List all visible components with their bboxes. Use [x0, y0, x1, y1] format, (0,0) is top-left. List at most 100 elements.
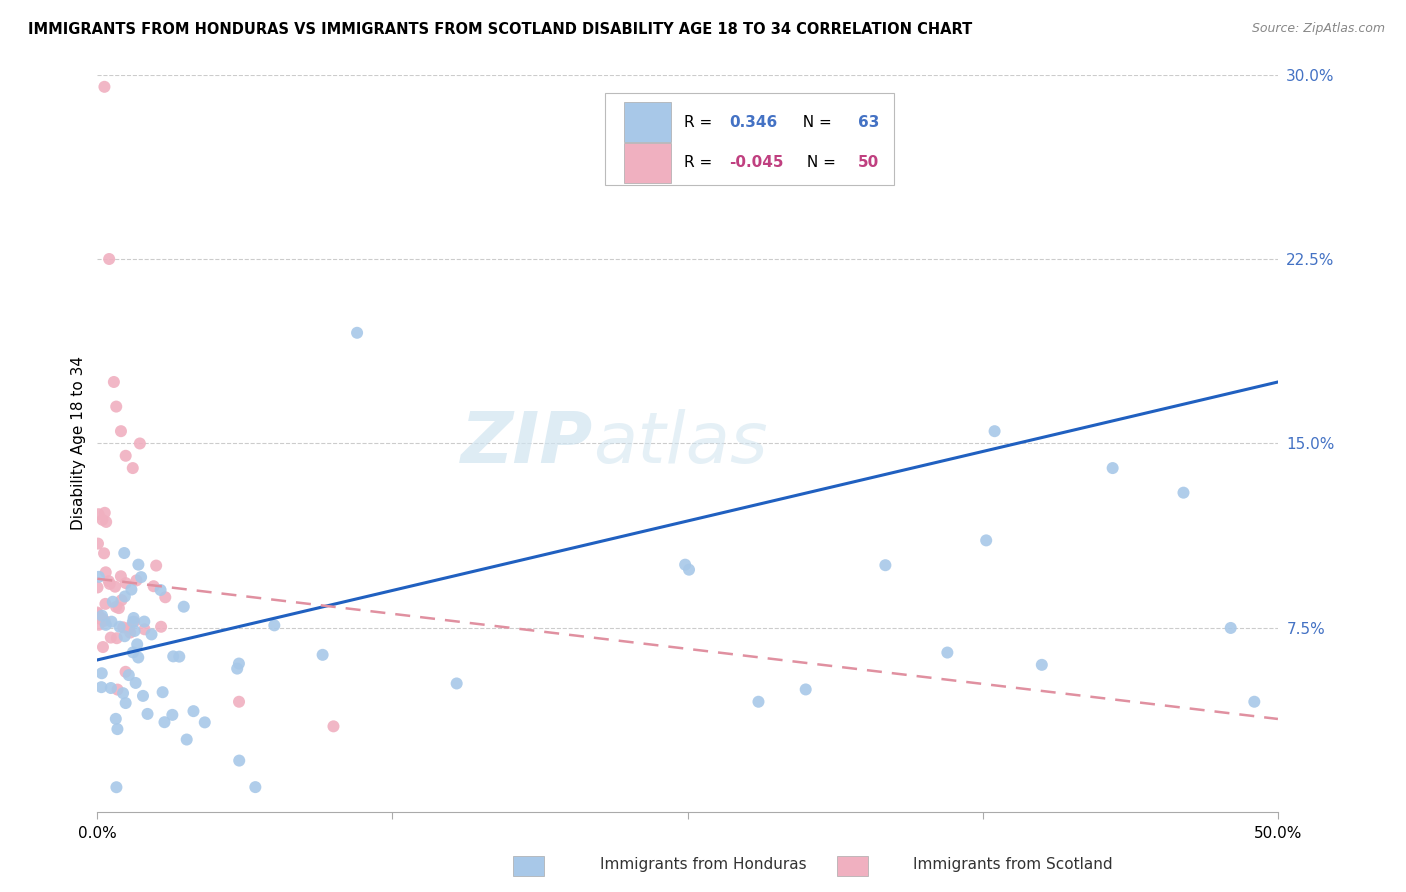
Point	[114, 665, 136, 679]
Point	[134, 615, 156, 629]
Point	[149, 582, 172, 597]
Text: R =: R =	[685, 155, 717, 170]
Point	[129, 570, 152, 584]
Point	[114, 629, 136, 643]
Point	[127, 637, 149, 651]
Point	[100, 615, 122, 629]
FancyBboxPatch shape	[605, 93, 894, 186]
Point	[162, 707, 184, 722]
Point	[162, 649, 184, 664]
Point	[120, 582, 142, 597]
Point	[101, 595, 124, 609]
Point	[673, 558, 696, 572]
Point	[93, 546, 115, 560]
Text: R =: R =	[685, 114, 717, 129]
Point	[747, 695, 769, 709]
Point	[91, 611, 114, 625]
Point	[346, 326, 368, 340]
Y-axis label: Disability Age 18 to 34: Disability Age 18 to 34	[72, 357, 86, 531]
Text: ZIP: ZIP	[461, 409, 593, 478]
Point	[112, 546, 135, 560]
Point	[678, 563, 700, 577]
Point	[87, 610, 110, 624]
Point	[98, 577, 121, 591]
Point	[87, 570, 110, 584]
FancyBboxPatch shape	[624, 103, 671, 142]
Point	[94, 566, 117, 580]
Point	[124, 624, 146, 638]
Point	[446, 676, 468, 690]
Point	[105, 400, 128, 414]
Point	[142, 579, 165, 593]
Point	[104, 712, 127, 726]
Point	[936, 646, 959, 660]
Text: -0.045: -0.045	[728, 155, 783, 170]
Point	[112, 686, 135, 700]
Point	[114, 449, 136, 463]
Point	[122, 645, 145, 659]
Text: 50: 50	[858, 155, 879, 170]
Point	[98, 252, 121, 266]
Point	[1219, 621, 1241, 635]
Point	[228, 754, 250, 768]
Point	[91, 613, 114, 627]
Point	[322, 719, 344, 733]
Point	[194, 715, 217, 730]
Point	[152, 685, 174, 699]
Point	[108, 620, 131, 634]
Point	[112, 620, 135, 634]
Point	[87, 536, 110, 550]
Point	[127, 650, 149, 665]
Point	[86, 606, 108, 620]
Point	[226, 662, 249, 676]
Point	[141, 627, 163, 641]
Point	[87, 610, 110, 624]
Point	[122, 615, 145, 629]
Point	[105, 599, 128, 614]
Point	[155, 591, 177, 605]
Point	[118, 621, 141, 635]
Point	[104, 580, 127, 594]
Point	[114, 590, 136, 604]
Point	[90, 680, 112, 694]
Point	[1101, 461, 1123, 475]
Point	[105, 780, 128, 795]
Point	[121, 461, 143, 475]
Point	[176, 732, 198, 747]
Point	[96, 515, 118, 529]
Point	[122, 611, 145, 625]
Point	[118, 668, 141, 682]
Point	[107, 722, 129, 736]
Point	[263, 618, 285, 632]
Text: atlas: atlas	[593, 409, 768, 478]
Point	[87, 617, 110, 632]
Text: Immigrants from Honduras: Immigrants from Honduras	[600, 857, 806, 872]
Point	[103, 375, 125, 389]
Point	[311, 648, 333, 662]
Point	[110, 569, 132, 583]
Text: Immigrants from Scotland: Immigrants from Scotland	[912, 857, 1112, 872]
Point	[128, 436, 150, 450]
Text: N =: N =	[793, 114, 837, 129]
Point	[245, 780, 267, 794]
Point	[120, 625, 142, 640]
Point	[132, 689, 155, 703]
Point	[794, 682, 817, 697]
Point	[145, 558, 167, 573]
Text: Source: ZipAtlas.com: Source: ZipAtlas.com	[1251, 22, 1385, 36]
Point	[110, 424, 132, 438]
Text: 63: 63	[858, 114, 879, 129]
Point	[183, 704, 205, 718]
Point	[87, 507, 110, 521]
Point	[125, 574, 148, 588]
Point	[94, 617, 117, 632]
Point	[91, 640, 114, 654]
Point	[150, 620, 173, 634]
Point	[974, 533, 997, 548]
Point	[1173, 485, 1195, 500]
Point	[114, 696, 136, 710]
Text: N =: N =	[803, 155, 841, 170]
Point	[1031, 657, 1053, 672]
Point	[124, 676, 146, 690]
Point	[91, 608, 114, 623]
